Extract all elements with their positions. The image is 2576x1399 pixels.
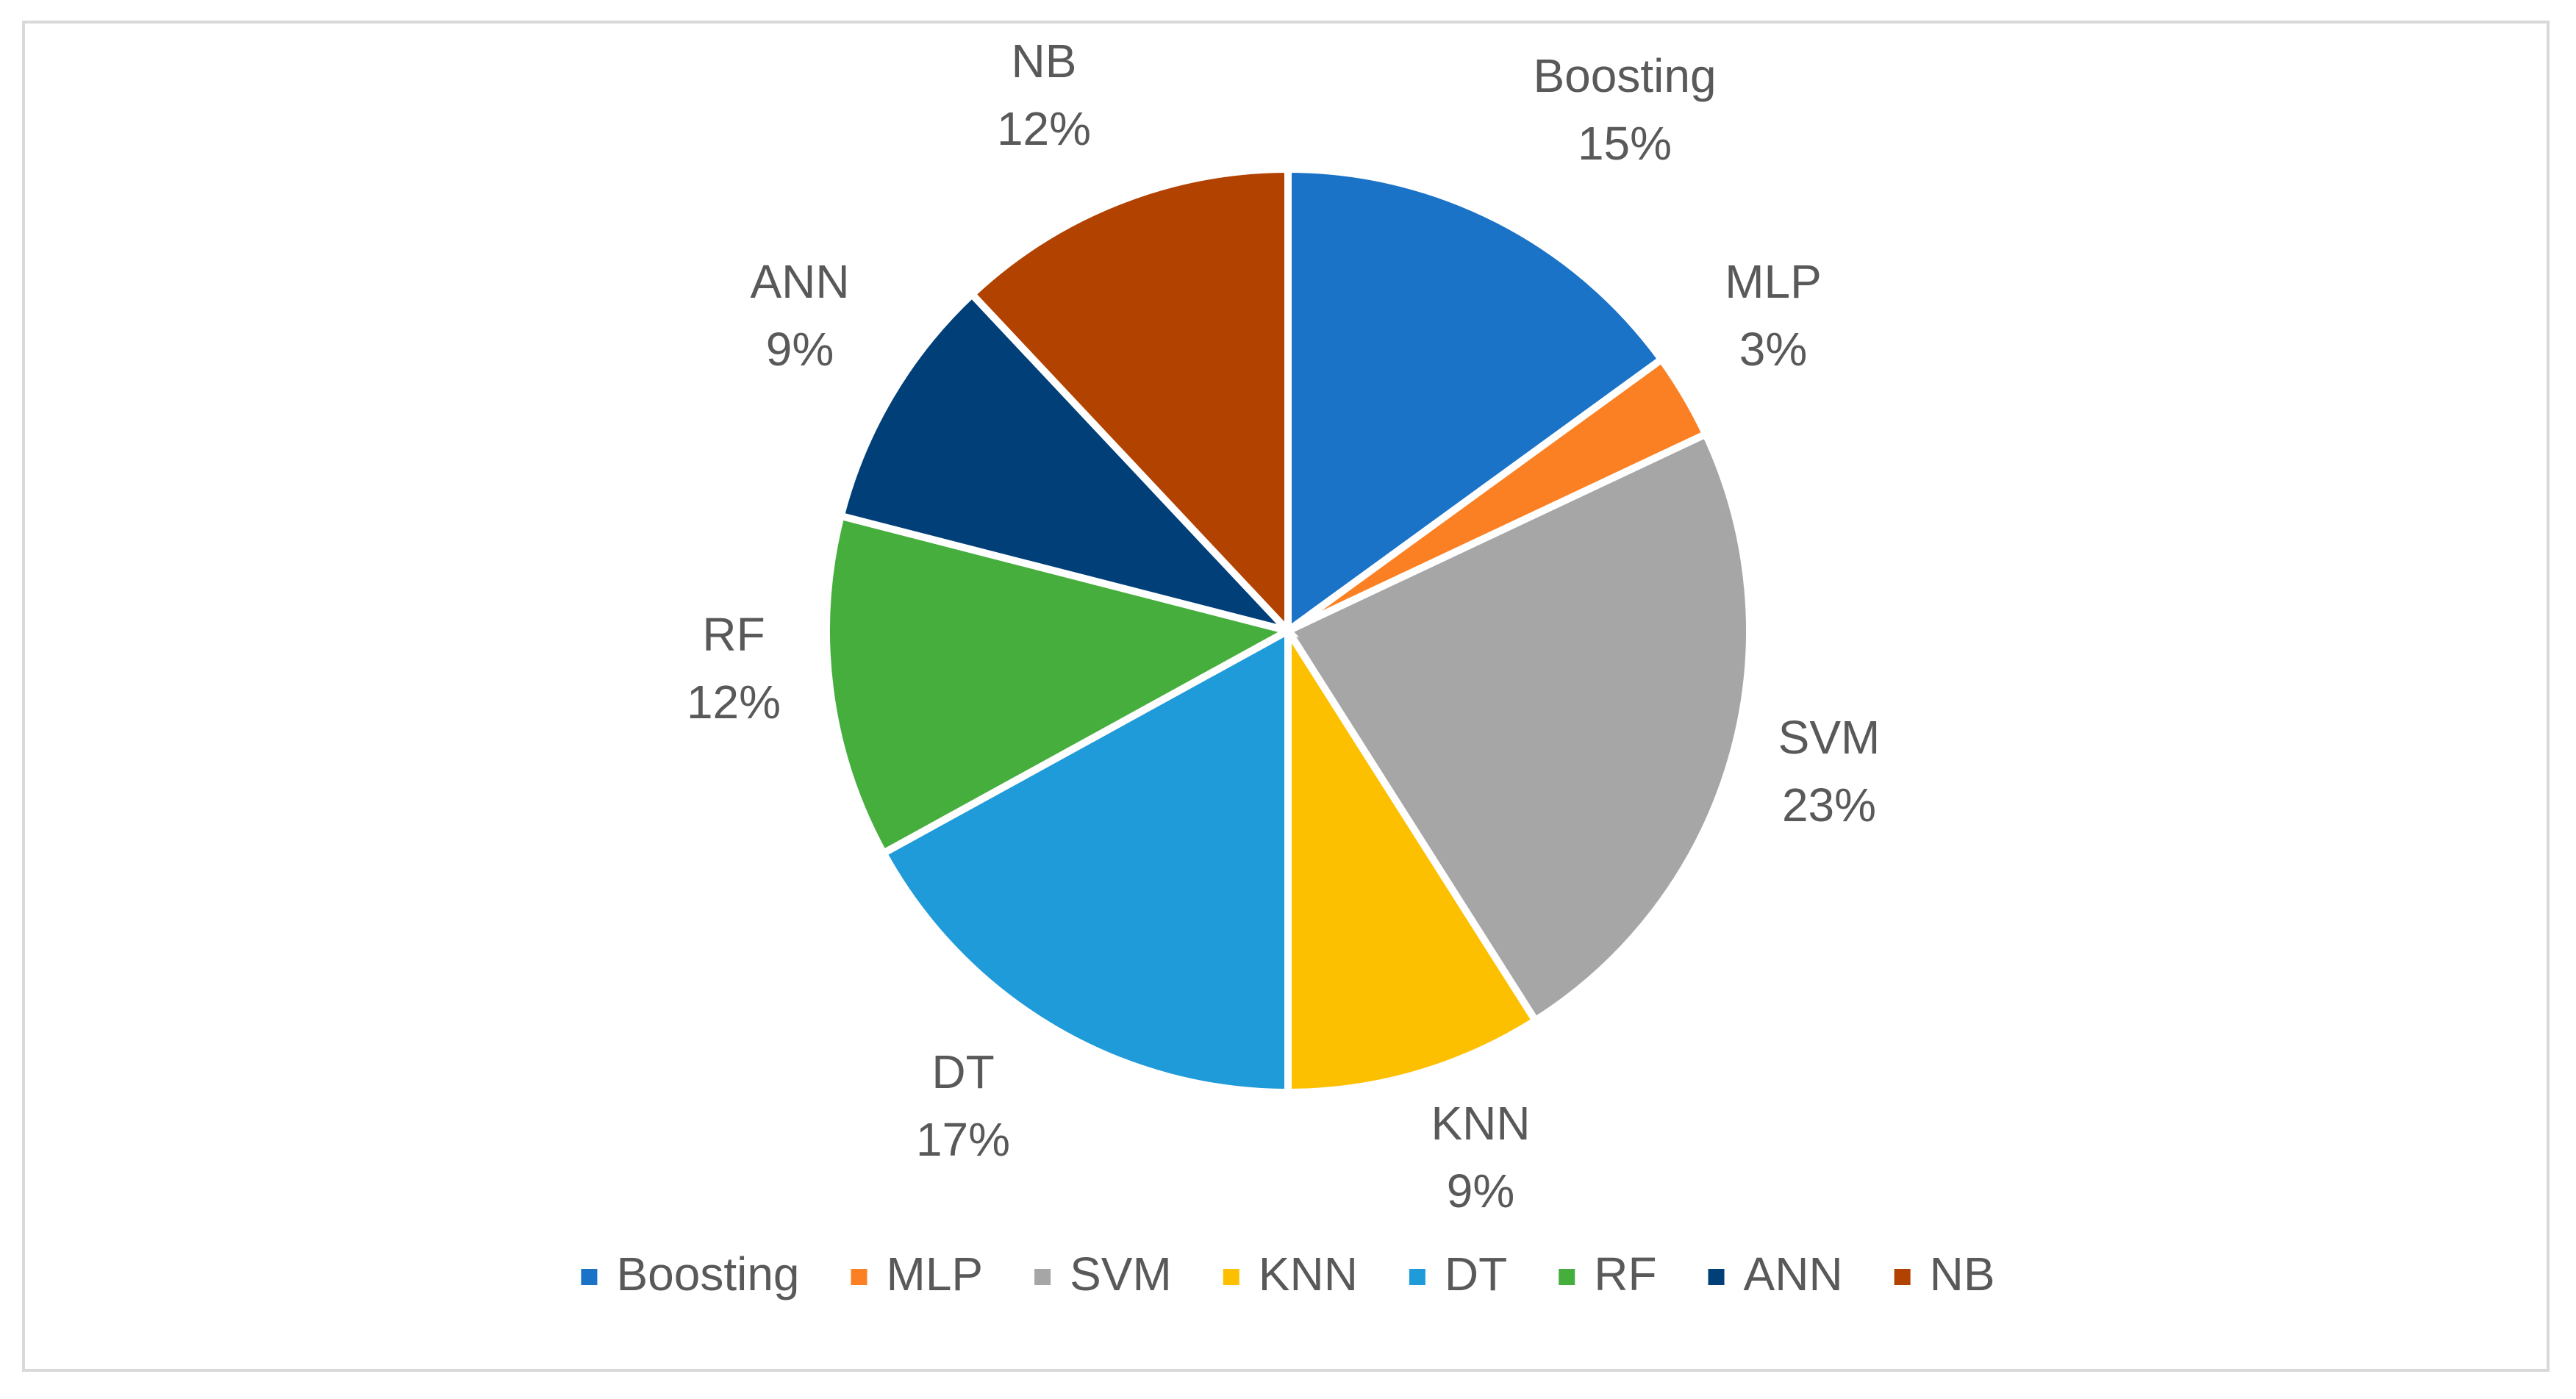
legend-swatch-knn (1223, 1269, 1239, 1285)
data-label-value-nb: 12% (997, 102, 1091, 155)
data-label-name-boosting: Boosting (1533, 49, 1716, 102)
slice-dt[interactable] (878, 624, 1292, 1097)
legend-swatch-svm (1034, 1269, 1051, 1285)
slice-nb[interactable] (967, 165, 1292, 640)
slice-rf[interactable] (823, 511, 1298, 859)
legend-label-dt[interactable]: DT (1445, 1248, 1507, 1300)
legend-swatch-mlp (851, 1269, 867, 1285)
data-label-value-svm: 23% (1782, 779, 1876, 831)
legend-swatch-ann (1708, 1269, 1725, 1285)
data-labels: Boosting 15% MLP 3% SVM 23% KNN 9% DT 17% RF 12% ANN… (687, 35, 1880, 1217)
data-label-name-dt: DT (931, 1045, 994, 1098)
legend-label-knn[interactable]: KNN (1259, 1248, 1358, 1300)
legend-swatch-rf (1559, 1269, 1575, 1285)
data-label-value-knn: 9% (1447, 1164, 1515, 1217)
legend-swatch-boosting (581, 1269, 598, 1285)
data-label-value-mlp: 3% (1739, 323, 1808, 376)
legend-label-ann[interactable]: ANN (1744, 1248, 1843, 1300)
data-label-name-ann: ANN (750, 255, 849, 308)
legend-label-rf[interactable]: RF (1594, 1248, 1656, 1300)
data-label-name-rf: RF (702, 608, 765, 661)
slice-boosting[interactable] (1284, 165, 1667, 638)
data-label-name-knn: KNN (1431, 1097, 1530, 1150)
pie-slices (823, 165, 1753, 1097)
legend-label-mlp[interactable]: MLP (887, 1248, 984, 1300)
legend-label-boosting[interactable]: Boosting (616, 1248, 799, 1300)
legend-swatch-nb (1894, 1269, 1911, 1285)
data-label-name-svm: SVM (1778, 711, 1881, 764)
data-label-value-dt: 17% (916, 1113, 1010, 1166)
data-label-value-boosting: 15% (1578, 117, 1672, 170)
slice-ann[interactable] (836, 289, 1300, 638)
data-label-name-mlp: MLP (1725, 255, 1822, 308)
slice-knn[interactable] (1284, 618, 1541, 1097)
legend: Boosting MLP SVM KNN DT RF ANN NB (581, 1248, 1995, 1300)
data-label-value-rf: 12% (687, 676, 781, 729)
slice-svm[interactable] (1282, 429, 1753, 1026)
data-label-value-ann: 9% (766, 323, 834, 376)
data-label-name-nb: NB (1012, 35, 1077, 87)
legend-label-nb[interactable]: NB (1930, 1248, 1995, 1300)
legend-swatch-dt (1409, 1269, 1425, 1285)
legend-label-svm[interactable]: SVM (1070, 1248, 1172, 1300)
